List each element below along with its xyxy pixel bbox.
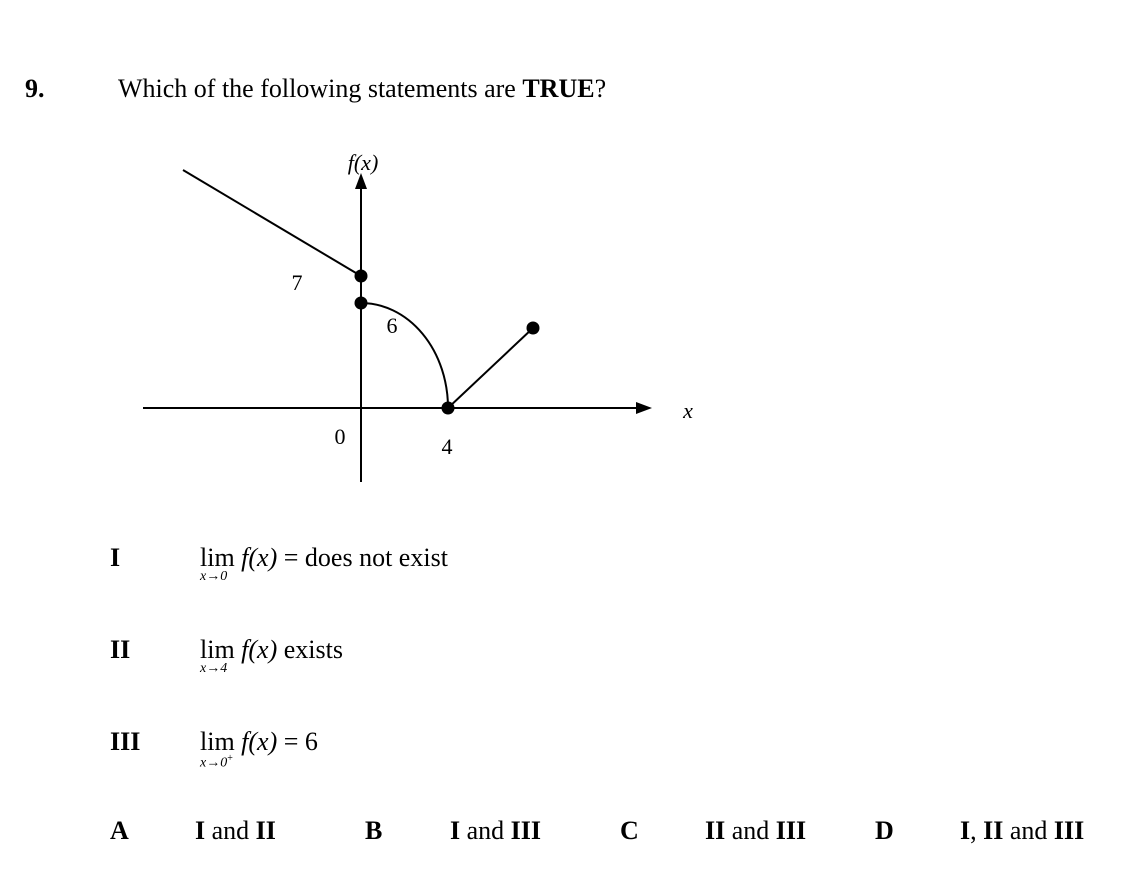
right-line [447,327,534,409]
limit-word: lim [200,543,235,572]
question-emphasis: TRUE [522,74,595,103]
curve [360,302,449,409]
limit-subscript: x→4 [200,661,227,677]
option-text: I and II [195,816,276,845]
function-expression: f(x) [241,727,278,756]
label-6: 6 [387,313,398,338]
statement: lim x→0+ f(x) = 6 [200,727,318,771]
option-letter: B [365,816,383,845]
limit-superscript: + [227,753,233,764]
limit-approach: x→0 [200,755,228,771]
question-text-end: ? [594,74,607,103]
limit-subscript: x→0+ [200,753,233,772]
point [354,296,368,310]
option-text: II and III [705,816,807,845]
limit-approach: x→0 [200,569,228,584]
function-expression: f(x) [241,543,278,572]
statement: lim x→0 f(x) = does not exist [200,543,448,584]
question-text-start: Which of the following statements are [118,74,523,103]
statement-numeral: III [110,727,141,756]
label-7: 7 [292,270,303,295]
statement-numeral: I [110,543,121,572]
label-4: 4 [442,434,453,459]
option-letter: C [620,816,639,845]
point [354,269,368,283]
statement-text: = 6 [283,727,318,756]
question-number: 9. [25,74,45,103]
option-text: I and III [450,816,542,845]
limit: lim x→0 [200,543,235,584]
graph: f(x) x 7 6 0 4 [143,150,693,482]
limit-approach: x→4 [200,661,228,676]
left-line [182,169,362,277]
statement-text: = does not exist [283,543,448,572]
limit: lim x→4 [200,635,235,676]
statement: lim x→4 f(x) exists [200,635,343,676]
option-letter: A [110,816,129,845]
limit-word: lim [200,635,235,664]
limit-word: lim [200,727,235,756]
statement-numeral: II [110,635,131,664]
point [526,321,540,335]
option-text: I, II and III [960,816,1085,845]
function-expression: f(x) [241,635,278,664]
limit: lim x→0+ [200,727,235,771]
x-arrow [636,402,652,414]
x-axis-label: x [682,398,693,423]
limit-subscript: x→0 [200,569,227,585]
question-text: Which of the following statements are TR… [118,74,606,104]
point [441,401,455,415]
statement-text: exists [283,635,343,664]
y-arrow [355,173,367,189]
y-axis-label: f(x) [348,150,379,175]
label-0: 0 [335,424,346,449]
option-letter: D [875,816,894,845]
